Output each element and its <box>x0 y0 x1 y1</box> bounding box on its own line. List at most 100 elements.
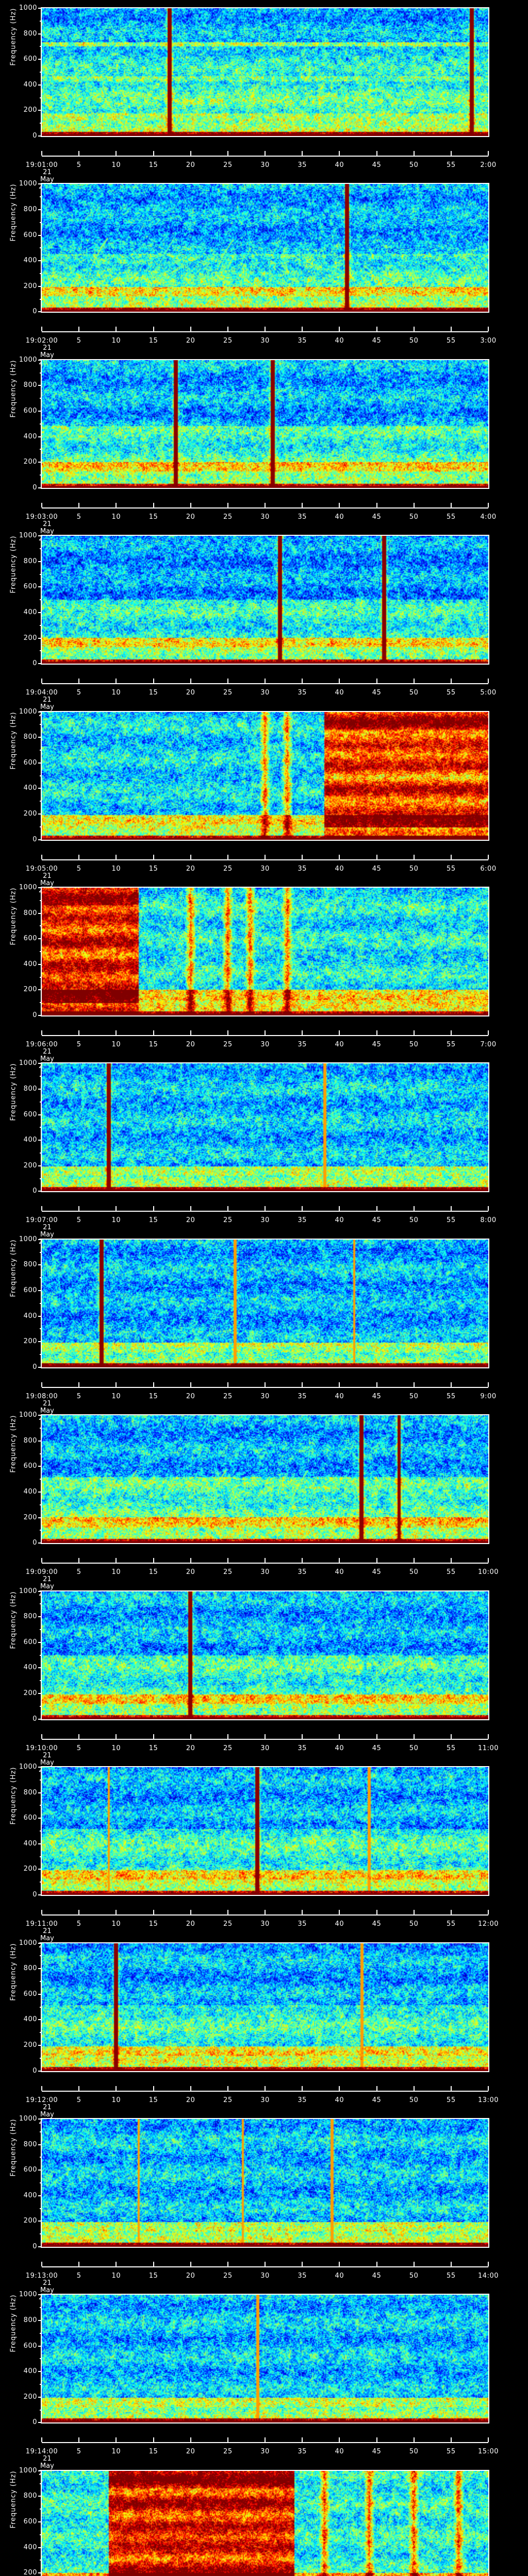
y-axis-labels: 1000 800 600 400 200 0 <box>0 1587 37 1722</box>
y-axis-tick-label: 400 <box>23 2543 37 2551</box>
y-axis-tick <box>38 1191 42 1192</box>
y-axis-tick <box>38 1792 42 1793</box>
y-axis-tick-label: 400 <box>23 1488 37 1496</box>
x-axis-tick-label: 15 <box>148 1041 158 1049</box>
y-axis-tick-label: 400 <box>23 784 37 792</box>
x-axis-tick <box>41 1734 42 1739</box>
spectrogram-image <box>42 2295 488 2423</box>
x-axis-tick-label: 35 <box>298 1920 307 1928</box>
y-axis-title: Frequency (Hz) <box>9 2119 18 2177</box>
y-axis-minor-tick <box>40 951 42 953</box>
x-axis-tick <box>339 1206 340 1211</box>
y-axis-minor-tick <box>40 2332 42 2334</box>
y-axis-minor-tick <box>40 123 42 124</box>
y-axis-tick-label: 600 <box>23 2342 37 2350</box>
y-axis-minor-tick <box>40 398 42 399</box>
x-axis-tick <box>302 1558 303 1563</box>
y-axis-minor-tick <box>40 2131 42 2132</box>
y-axis-minor-tick <box>40 1453 42 1454</box>
y-axis-tick-label: 200 <box>23 986 37 994</box>
plot-frame-edge <box>41 1367 489 1368</box>
x-axis-line <box>42 683 488 685</box>
x-axis-tick <box>41 2261 42 2266</box>
y-axis-tick-label: 1000 <box>19 1587 37 1595</box>
y-axis-tick-label: 200 <box>23 1865 37 1873</box>
y-axis-title: Frequency (Hz) <box>9 1063 18 1121</box>
x-axis-tick-label: 30 <box>260 1216 270 1225</box>
y-axis-tick-label: 400 <box>23 1136 37 1144</box>
x-axis-end-time-label: 14:00 <box>478 2272 499 2280</box>
y-axis-tick-label: 1000 <box>19 1235 37 1243</box>
spectrogram-image <box>42 1415 488 1544</box>
x-axis-tick <box>41 1558 42 1563</box>
x-axis-tick <box>41 2086 42 2091</box>
y-axis-tick-label: 800 <box>23 909 37 917</box>
x-axis-tick-label: 15 <box>148 1216 158 1225</box>
x-axis-tick <box>376 1734 377 1739</box>
x-axis-tick <box>302 327 303 332</box>
date-day: 21 <box>43 2279 52 2287</box>
x-axis-tick-label: 50 <box>409 689 419 697</box>
y-axis-minor-tick <box>40 2509 42 2510</box>
date-month: May <box>40 1055 54 1063</box>
y-axis-tick <box>38 1015 42 1016</box>
x-axis-tick-label: 20 <box>186 1216 195 1225</box>
y-axis-tick <box>38 737 42 738</box>
spectrogram-panel: 1000 800 600 400 200 0 Frequency (Hz) 19:05:00 5… <box>0 704 528 894</box>
x-axis-tick <box>488 2086 489 2091</box>
x-axis-end-time-label: 10:00 <box>478 1568 499 1577</box>
y-axis-tick-label: 800 <box>23 1613 37 1621</box>
x-axis-tick-label: 10 <box>111 513 121 521</box>
date-month: May <box>40 527 54 535</box>
x-axis-tick-label: 45 <box>372 1920 382 1928</box>
x-axis-tick <box>41 679 42 684</box>
y-axis-minor-tick <box>40 548 42 550</box>
y-axis-tick-label: 800 <box>23 2140 37 2148</box>
y-axis-tick <box>38 1718 42 1720</box>
x-axis-tick <box>153 1910 154 1915</box>
x-axis-line <box>42 1914 488 1916</box>
x-axis-line <box>42 156 488 157</box>
y-axis-tick <box>38 359 42 361</box>
x-axis-tick-label: 10 <box>111 1744 121 1752</box>
y-axis-minor-tick <box>40 1530 42 1531</box>
x-axis-tick <box>41 502 42 507</box>
y-axis-tick <box>38 2345 42 2347</box>
x-axis-tick <box>488 679 489 684</box>
y-axis-minor-tick <box>40 1629 42 1631</box>
y-axis-minor-tick <box>40 1076 42 1077</box>
y-axis-tick <box>38 59 42 60</box>
x-axis-tick <box>265 854 266 859</box>
x-axis-tick <box>78 2261 80 2266</box>
y-axis-minor-tick <box>40 1705 42 1707</box>
x-axis-tick <box>227 1382 228 1387</box>
x-axis-tick-label: 10 <box>111 337 121 345</box>
spectrogram-panel: 1000 800 600 400 200 0 Frequency (Hz) 19:12:00 5… <box>0 1935 528 2126</box>
y-axis-tick-label: 0 <box>32 2066 37 2075</box>
y-axis-minor-tick <box>40 196 42 198</box>
x-axis-tick-label: 50 <box>409 1744 419 1752</box>
x-axis-tick <box>78 2437 80 2443</box>
y-axis-title: Frequency (Hz) <box>9 1767 18 1825</box>
plot-frame-edge <box>41 2246 489 2248</box>
y-axis-tick-label: 600 <box>23 1638 37 1646</box>
y-axis-minor-tick <box>40 474 42 476</box>
x-axis-tick <box>450 1558 452 1563</box>
y-axis-tick <box>38 2195 42 2196</box>
x-axis-tick-label: 5 <box>76 2272 81 2280</box>
x-axis-tick <box>153 1030 154 1036</box>
y-axis-minor-tick <box>40 1882 42 1883</box>
x-axis-line <box>42 1386 488 1388</box>
plot-frame-edge <box>41 1895 489 1896</box>
x-axis-tick <box>41 2437 42 2443</box>
y-axis-tick-label: 800 <box>23 381 37 389</box>
x-axis-tick <box>153 854 154 859</box>
y-axis-tick-label: 400 <box>23 80 37 89</box>
y-axis-tick-label: 1000 <box>19 180 37 188</box>
x-axis-start-time-label: 19:10:00 <box>25 1744 58 1752</box>
x-axis-tick <box>227 679 228 684</box>
x-axis-tick <box>265 1382 266 1387</box>
y-axis-minor-tick <box>40 801 42 802</box>
x-axis-tick-label: 15 <box>148 513 158 521</box>
y-axis-tick <box>38 234 42 236</box>
